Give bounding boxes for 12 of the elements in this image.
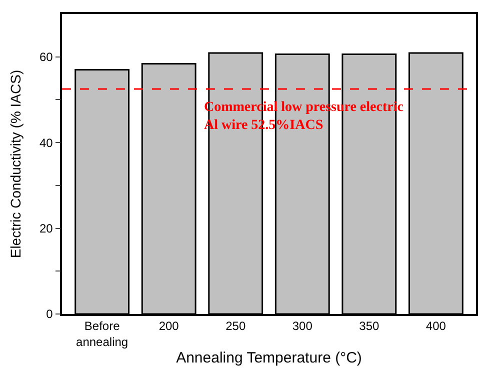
x-tick-label: 200 — [158, 319, 180, 334]
x-tick-label: Before annealing — [76, 319, 128, 349]
x-axis-title: Annealing Temperature (°C) — [176, 349, 362, 366]
y-tick-label: 20 — [39, 221, 54, 236]
x-tick-label: 300 — [292, 319, 313, 334]
y-tick-label: 40 — [39, 136, 54, 150]
y-tick-label: 60 — [39, 50, 54, 64]
y-axis-title: Electric Conductivity (% IACS) — [8, 70, 24, 258]
x-tick-label: 250 — [226, 319, 246, 334]
x-tick-label: 350 — [359, 319, 380, 334]
x-tick-label: 400 — [426, 319, 446, 334]
y-tick-label: 0 — [46, 307, 54, 322]
